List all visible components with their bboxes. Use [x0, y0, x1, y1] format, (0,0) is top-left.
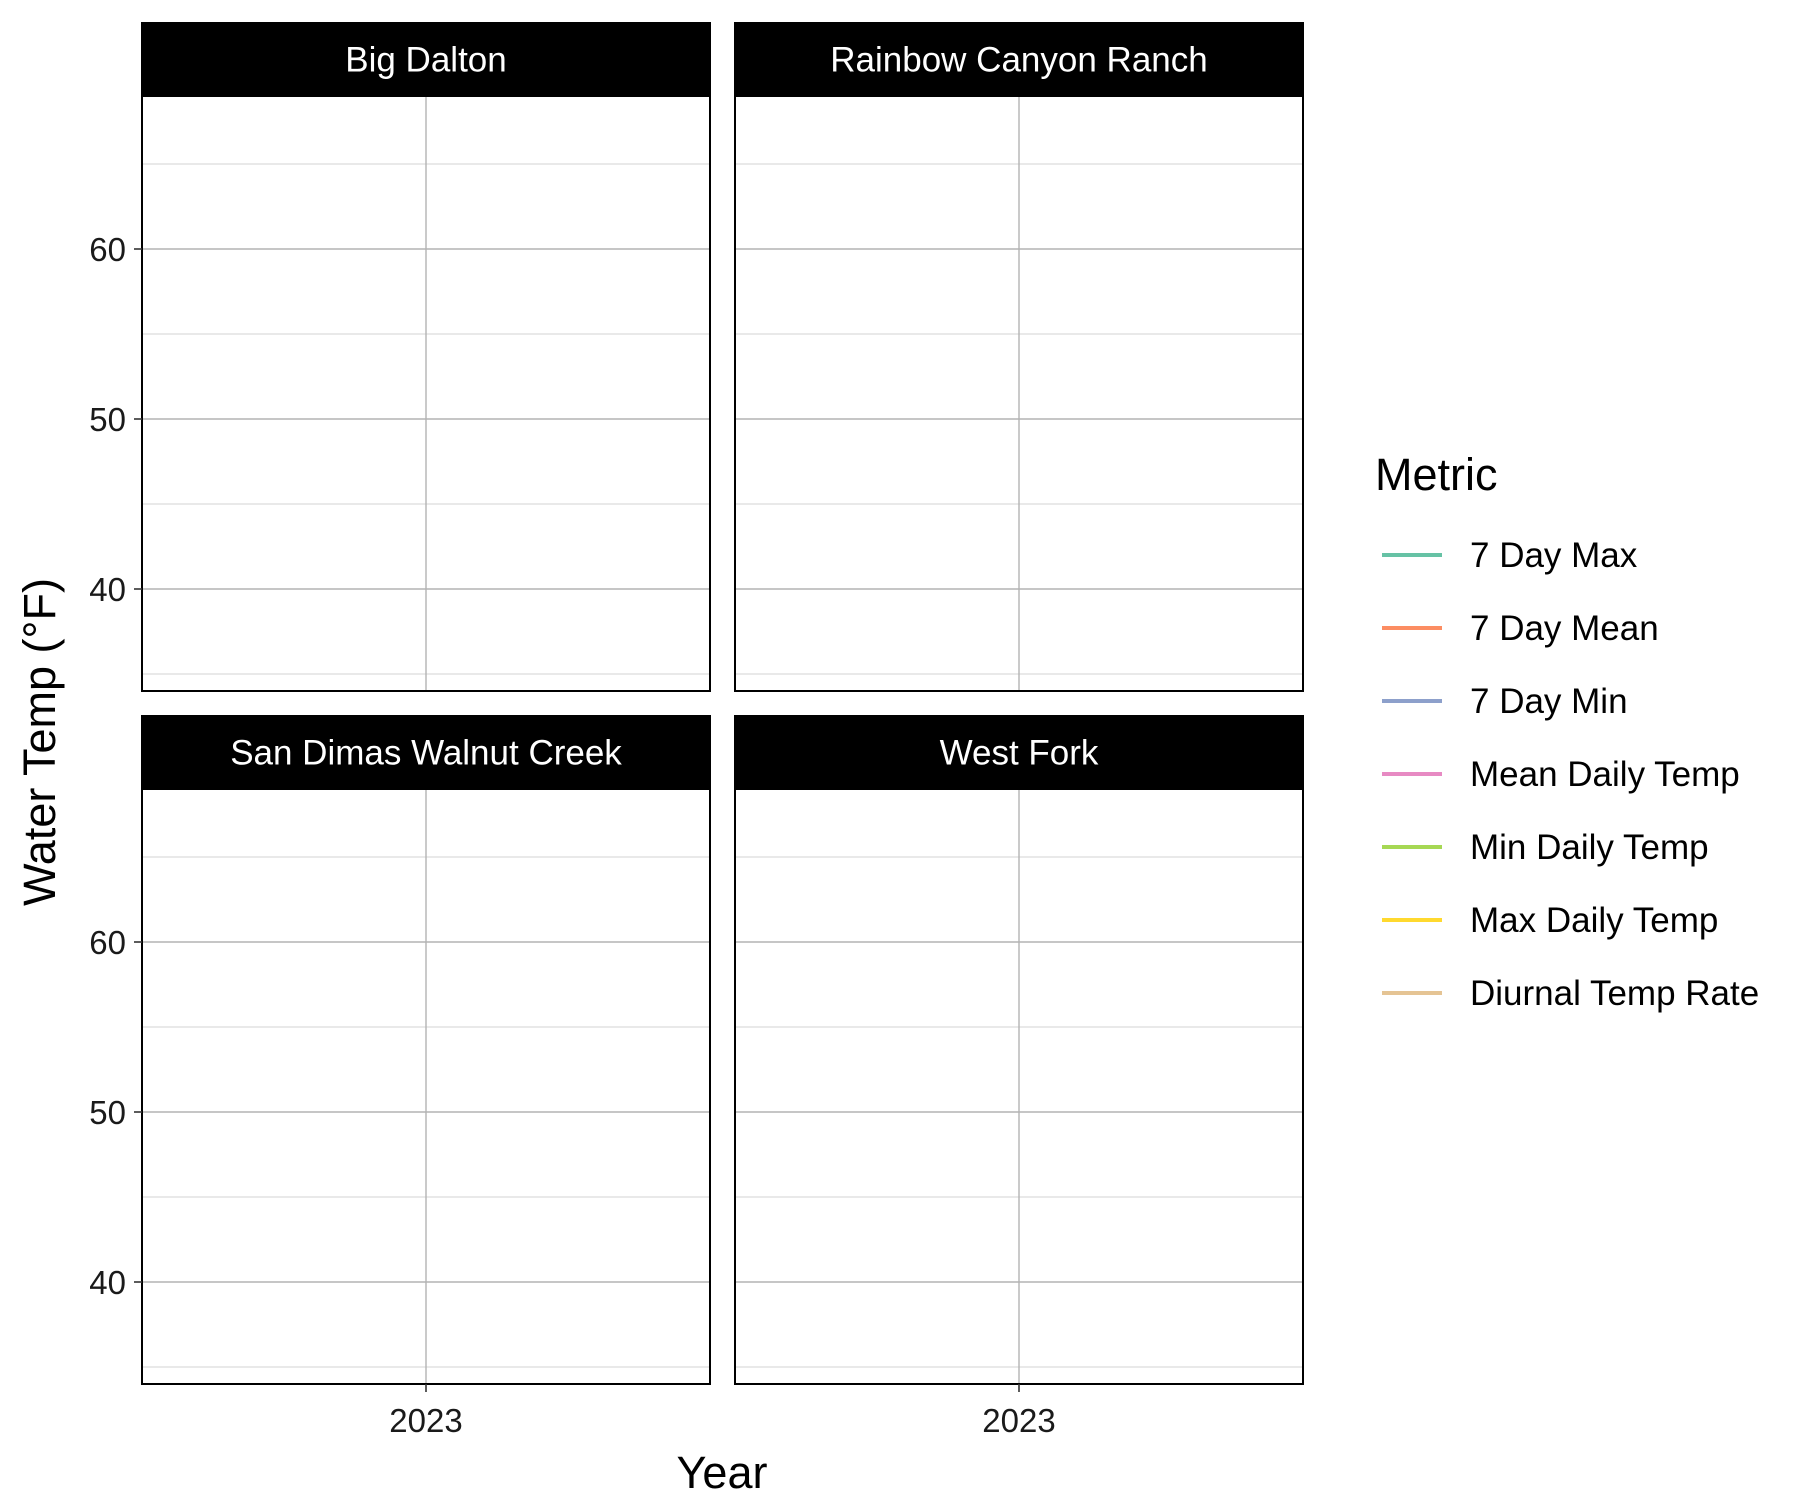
facet-panel: San Dimas Walnut Creek 40 50 60 2023: [89, 715, 711, 1439]
facet-title: San Dimas Walnut Creek: [230, 734, 622, 773]
legend-label: Diurnal Temp Rate: [1470, 974, 1759, 1013]
x-tick-label: 2023: [982, 1402, 1055, 1439]
y-tick-label: 50: [89, 1094, 126, 1131]
facet-strip: [734, 715, 1304, 790]
y-axis-title: Water Temp (°F): [14, 578, 65, 906]
legend-label: 7 Day Max: [1470, 536, 1638, 575]
facet-title: Big Dalton: [345, 41, 506, 80]
facet-panel: Rainbow Canyon Ranch: [734, 22, 1304, 692]
legend-label: 7 Day Min: [1470, 682, 1628, 721]
legend-title: Metric: [1375, 449, 1498, 500]
facet-panel: Big Dalton 40 50 60: [89, 22, 711, 692]
x-tick-label: 2023: [389, 1402, 462, 1439]
legend: 7 Day Max 7 Day Mean 7 Day Min Mean Daily T…: [1382, 536, 1759, 1013]
facets: Big Dalton 40 50 60 Rainbow Canyon Ranch San …: [89, 22, 1304, 1439]
y-tick-label: 50: [89, 401, 126, 438]
legend-label: Max Daily Temp: [1470, 901, 1718, 940]
legend-label: Mean Daily Temp: [1470, 755, 1740, 794]
facet-panel: West Fork 2023: [734, 715, 1304, 1439]
facet-title: Rainbow Canyon Ranch: [830, 41, 1207, 80]
y-tick-label: 60: [89, 924, 126, 961]
legend-label: 7 Day Mean: [1470, 609, 1659, 648]
y-tick-label: 40: [89, 571, 126, 608]
facet-strip: [141, 715, 711, 790]
facet-title: West Fork: [940, 734, 1099, 773]
facet-strip: [141, 22, 711, 97]
y-tick-label: 60: [89, 231, 126, 268]
legend-label: Min Daily Temp: [1470, 828, 1709, 867]
facet-strip: [734, 22, 1304, 97]
x-axis-title: Year: [677, 1447, 768, 1498]
y-tick-label: 40: [89, 1264, 126, 1301]
